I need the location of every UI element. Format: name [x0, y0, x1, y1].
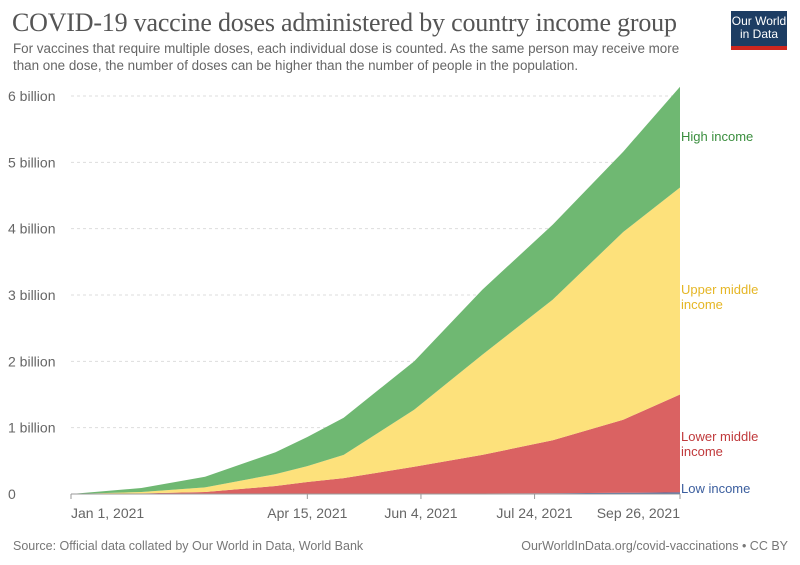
area-high-income: [71, 86, 680, 495]
credit-link[interactable]: OurWorldInData.org/covid-vaccinations • …: [521, 539, 788, 553]
series-label: Upper middle: [681, 282, 758, 297]
source-note: Source: Official data collated by Our Wo…: [13, 539, 364, 553]
y-tick-label: 2 billion: [8, 353, 55, 369]
x-tick-label: Jun 4, 2021: [384, 505, 457, 521]
y-tick-label: 4 billion: [8, 221, 55, 237]
owid-logo[interactable]: Our World in Data: [731, 11, 787, 50]
area-upper-middle-income: [71, 187, 680, 495]
stacked-area-chart: 0 1 billion 2 billion 3 billion 4 billion 5 b…: [8, 86, 758, 521]
x-tick-label: Sep 26, 2021: [597, 505, 681, 521]
y-tick-label: 6 billion: [8, 88, 55, 104]
series-label: income: [681, 444, 723, 459]
y-tick-label: 0: [8, 486, 16, 502]
y-tick-label: 1 billion: [8, 420, 55, 436]
series-label: income: [681, 297, 723, 312]
chart-subtitle: For vaccines that require multiple doses…: [13, 41, 680, 73]
series-label: High income: [681, 129, 753, 144]
x-tick-label: Jul 24, 2021: [496, 505, 572, 521]
x-tick-label: Apr 15, 2021: [267, 505, 347, 521]
series-label: Lower middle: [681, 429, 758, 444]
y-tick-label: 3 billion: [8, 287, 55, 303]
chart-title: COVID-19 vaccine doses administered by c…: [12, 8, 677, 37]
x-tick-label: Jan 1, 2021: [71, 505, 144, 521]
y-tick-label: 5 billion: [8, 154, 55, 170]
area-lower-middle-income: [71, 394, 680, 494]
series-label: Low income: [681, 481, 750, 496]
